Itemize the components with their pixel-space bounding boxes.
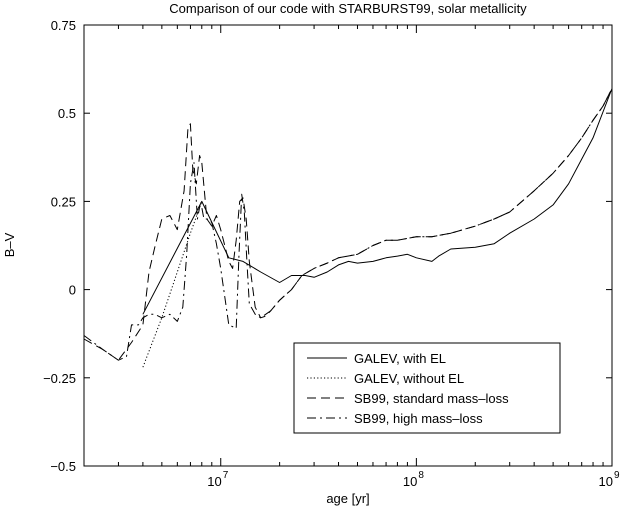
legend-entry-0: GALEV, with EL — [354, 351, 446, 366]
legend: GALEV, with EL GALEV, without EL SB99, sta… — [293, 342, 561, 434]
x-tick-label-0: 10 — [207, 474, 221, 489]
chart-title: Comparison of our code with STARBURST99,… — [169, 1, 527, 16]
y-tick-label-0: −0.5 — [50, 459, 76, 474]
x-tick-exponent-2: 9 — [614, 470, 620, 481]
y-tick-label-3: 0.25 — [51, 194, 76, 209]
x-tick-exponent-0: 7 — [223, 470, 229, 481]
plot-frame — [83, 24, 613, 467]
series-line-3 — [83, 88, 613, 361]
x-tick-label-1: 10 — [403, 474, 417, 489]
y-axis-label: B–V — [2, 232, 17, 257]
series-line-2 — [83, 88, 613, 361]
x-tick-label-2: 10 — [599, 474, 613, 489]
y-tick-label-4: 0.5 — [58, 106, 76, 121]
series-line-0 — [142, 88, 613, 315]
legend-entry-1: GALEV, without EL — [354, 371, 464, 386]
series-line-1 — [142, 201, 203, 368]
x-tick-exponent-1: 8 — [418, 470, 424, 481]
x-axis-label: age [yr] — [326, 491, 369, 506]
plot-frame-rect — [83, 24, 613, 467]
y-tick-label-5: 0.75 — [51, 18, 76, 33]
y-tick-label-2: 0 — [69, 283, 76, 298]
legend-entry-3: SB99, high mass–loss — [354, 411, 483, 426]
y-tick-label-1: −0.25 — [43, 371, 76, 386]
legend-entry-2: SB99, standard mass–loss — [354, 391, 509, 406]
series-lines — [83, 88, 613, 368]
